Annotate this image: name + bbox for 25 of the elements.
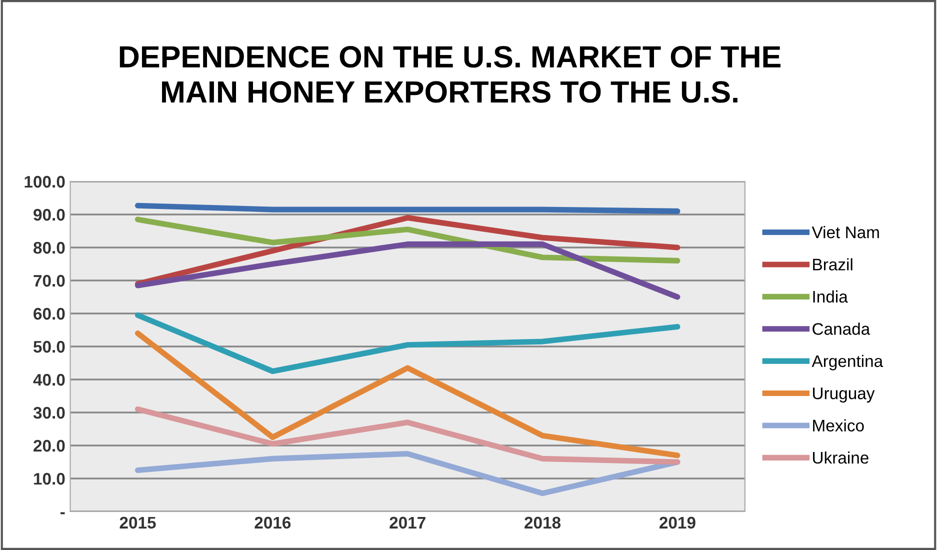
y-tick-label: 10.0 — [34, 472, 65, 485]
y-tick-label: 40.0 — [33, 374, 65, 386]
y-tick-label: 100.0 — [24, 176, 65, 188]
legend-label: India — [813, 290, 848, 303]
y-tick-label: 20.0 — [34, 440, 65, 452]
y-tick-label: 90.0 — [34, 208, 65, 221]
legend-label: Canada — [812, 322, 870, 335]
y-tick-label: 70.0 — [34, 274, 65, 287]
legend-label: Argentina — [812, 354, 884, 370]
y-tick-label: - — [60, 512, 65, 514]
legend-label: Brazil — [813, 258, 852, 270]
x-tick-label: 2018 — [524, 516, 561, 529]
x-tick-label: 2019 — [659, 516, 696, 529]
x-tick-label: 2016 — [254, 516, 291, 529]
x-tick-label: 2017 — [390, 516, 426, 529]
y-tick-label: 80.0 — [34, 242, 65, 254]
legend-label: Ukraine — [813, 451, 868, 464]
legend-label: Mexico — [813, 419, 864, 432]
legend-label: Viet Nam — [812, 226, 879, 238]
y-tick-label: 60.0 — [34, 308, 65, 320]
chart-title: DEPENDENCE ON THE U.S. MARKET OF THE MAIN HONEY EXPORTERS TO THE U.S. — [120, 46, 780, 103]
y-tick-label: 30.0 — [33, 406, 65, 419]
x-tick-label: 2015 — [120, 516, 156, 529]
legend-label: Uruguay — [813, 388, 875, 403]
y-tick-label: 50.0 — [33, 340, 65, 353]
